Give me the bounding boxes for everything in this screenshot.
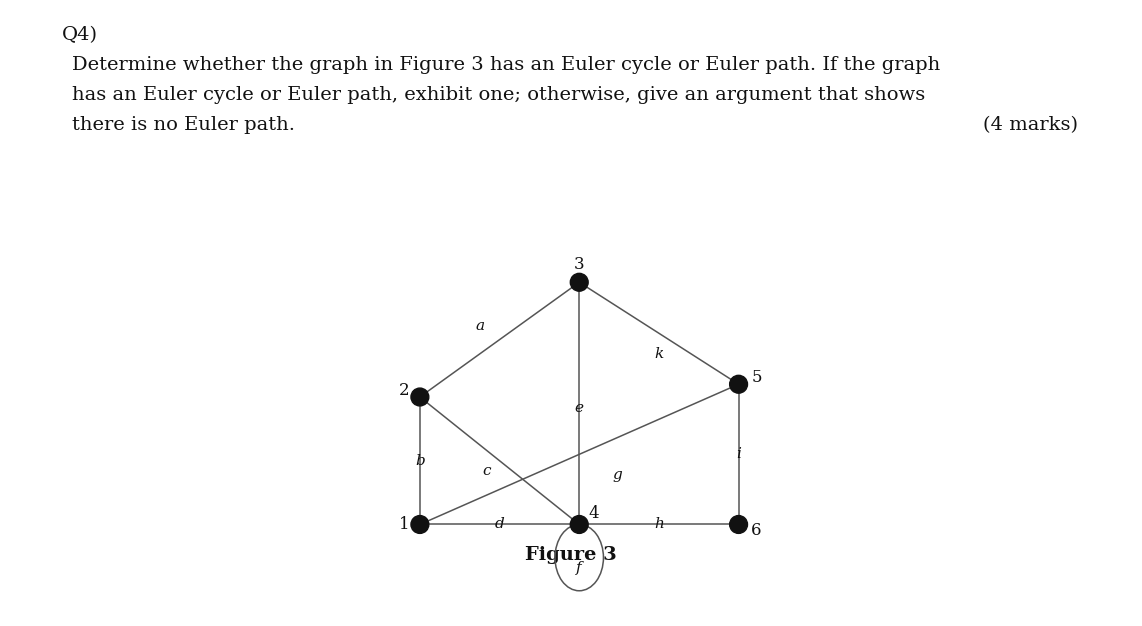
Circle shape — [411, 388, 428, 406]
Text: Q4): Q4) — [62, 26, 98, 44]
Text: 5: 5 — [751, 369, 762, 386]
Text: g: g — [612, 468, 622, 483]
Text: 3: 3 — [574, 256, 585, 273]
Text: 4: 4 — [588, 505, 598, 521]
Text: 6: 6 — [751, 522, 762, 540]
Text: there is no Euler path.: there is no Euler path. — [72, 116, 295, 134]
Text: b: b — [415, 454, 425, 468]
Text: e: e — [574, 401, 584, 415]
Text: f: f — [577, 560, 582, 575]
Text: 1: 1 — [399, 516, 409, 533]
Circle shape — [730, 516, 748, 533]
Text: d: d — [494, 518, 505, 531]
Text: a: a — [476, 319, 485, 333]
Text: has an Euler cycle or Euler path, exhibit one; otherwise, give an argument that : has an Euler cycle or Euler path, exhibi… — [72, 86, 925, 104]
Circle shape — [411, 516, 428, 533]
Text: 2: 2 — [399, 382, 409, 399]
Text: Determine whether the graph in Figure 3 has an Euler cycle or Euler path. If the: Determine whether the graph in Figure 3 … — [72, 56, 940, 74]
Text: Figure 3: Figure 3 — [525, 546, 617, 564]
Text: i: i — [737, 448, 741, 461]
Text: (4 marks): (4 marks) — [983, 116, 1078, 134]
Circle shape — [570, 274, 588, 291]
Text: h: h — [654, 518, 664, 531]
Circle shape — [570, 516, 588, 533]
Circle shape — [730, 376, 748, 393]
Text: k: k — [654, 347, 664, 361]
Text: c: c — [483, 464, 491, 478]
